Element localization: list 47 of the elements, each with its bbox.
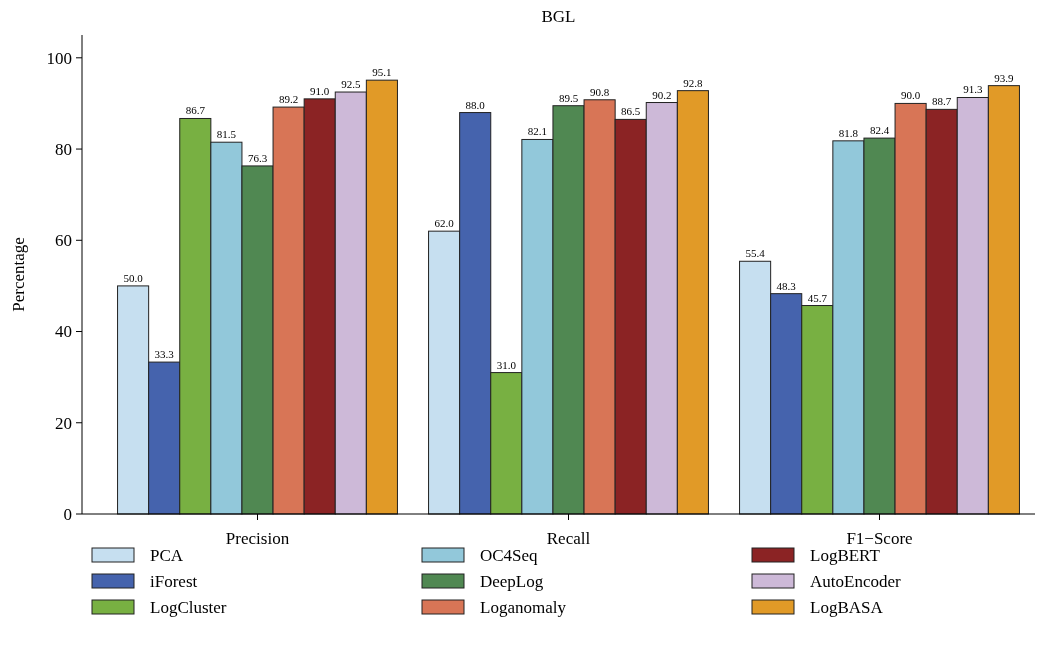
data-label: 55.4 (745, 247, 766, 260)
chart-title: BGL (541, 7, 576, 26)
data-label: 90.2 (652, 88, 672, 101)
data-label: 93.9 (994, 71, 1015, 84)
data-label: 91.0 (310, 84, 330, 97)
legend-label: iForest (150, 571, 198, 591)
x-tick-label: Recall (546, 529, 591, 548)
legend-label: LogBASA (810, 597, 884, 617)
data-label: 86.5 (621, 105, 641, 118)
data-label: 88.0 (465, 98, 486, 111)
legend-label: AutoEncoder (810, 571, 901, 591)
data-label: 62.0 (434, 217, 455, 230)
data-label: 92.8 (683, 76, 704, 89)
y-tick-label: 20 (55, 413, 72, 433)
data-label: 31.0 (496, 358, 517, 371)
legend-label: PCA (150, 545, 184, 565)
y-tick-label: 0 (63, 504, 72, 524)
legend-label: DeepLog (480, 571, 544, 591)
data-label: 91.3 (963, 83, 983, 96)
data-label: 92.5 (341, 78, 361, 91)
data-label: 45.7 (807, 291, 828, 304)
data-label: 82.1 (527, 125, 548, 138)
data-label: 88.7 (932, 95, 952, 108)
data-label: 86.7 (185, 104, 206, 117)
y-tick-label: 40 (55, 322, 72, 342)
y-tick-label: 100 (46, 48, 72, 68)
x-tick-label: Precision (225, 529, 290, 548)
data-label: 81.8 (838, 126, 859, 139)
legend-label: Loganomaly (480, 597, 567, 617)
data-label: 90.0 (900, 89, 921, 102)
data-label: 89.2 (278, 93, 299, 106)
data-label: 82.4 (869, 124, 890, 137)
legend-label: LogBERT (810, 545, 881, 565)
y-tick-label: 80 (55, 140, 72, 159)
data-label: 50.0 (123, 271, 144, 284)
data-label: 81.5 (216, 128, 237, 141)
data-label: 48.3 (776, 279, 797, 292)
legend-label: OC4Seq (480, 545, 539, 565)
data-label: 90.8 (589, 85, 610, 98)
data-label: 95.1 (372, 66, 392, 79)
data-label: 89.5 (558, 91, 579, 104)
legend-label: LogCluster (150, 597, 227, 617)
data-label: 33.3 (154, 348, 175, 361)
x-tick-label: F1−Score (846, 529, 913, 548)
data-label: 76.3 (247, 151, 268, 164)
y-axis-title: Percentage (9, 237, 28, 312)
y-tick-label: 60 (55, 231, 72, 251)
